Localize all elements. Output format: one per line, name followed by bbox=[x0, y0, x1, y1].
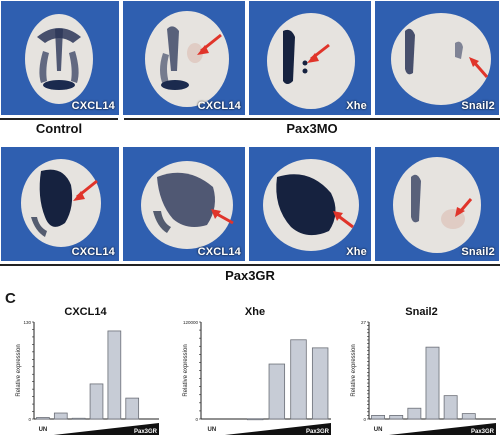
group-rule-control bbox=[0, 118, 118, 120]
tile-label: Xhe bbox=[346, 100, 367, 112]
embryo-pax3mo-cxcl14-illustration bbox=[123, 1, 245, 115]
embryo-control-cxcl14-illustration bbox=[1, 1, 119, 115]
x-label-un: UN bbox=[207, 427, 216, 433]
embryo-pax3gr-xhe-illustration bbox=[249, 147, 371, 261]
chart-cxcl14: CXCL14 0 130 Relative expression UN Pax3GR bbox=[8, 306, 163, 439]
bar bbox=[425, 346, 440, 420]
bar bbox=[53, 412, 68, 420]
tile-label: Snail2 bbox=[461, 246, 495, 258]
bar bbox=[461, 413, 476, 420]
y-tick-label: 0 bbox=[28, 417, 31, 422]
embryo-pax3gr-snail2-illustration bbox=[375, 147, 499, 261]
ramp-label: Pax3GR bbox=[471, 429, 495, 435]
y-axis-label: Relative expression bbox=[351, 344, 357, 396]
embryo-pax3mo-snail2-illustration bbox=[375, 1, 499, 115]
tile-label: CXCL14 bbox=[71, 100, 115, 112]
y-axis-label: Relative expression bbox=[183, 344, 189, 396]
panel-c-letter: C bbox=[5, 290, 16, 307]
panel-a-image-3: Xhe bbox=[248, 0, 372, 116]
chart-snail2-plot: 0 27 Relative expression UN Pax3GR bbox=[351, 320, 496, 435]
y-tick-label: 120000 bbox=[183, 320, 199, 325]
chart-cxcl14-plot: 0 130 Relative expression UN Pax3GR bbox=[16, 320, 160, 435]
y-tick-label: 27 bbox=[361, 320, 367, 325]
bar bbox=[443, 395, 458, 420]
group-rule-pax3gr bbox=[0, 264, 500, 266]
dose-ramp bbox=[388, 423, 496, 435]
tile-label: CXCL14 bbox=[197, 100, 241, 112]
group-rule-pax3mo bbox=[124, 118, 500, 120]
group-label-pax3gr: Pax3GR bbox=[225, 268, 275, 283]
bar bbox=[89, 383, 104, 420]
x-label-un: UN bbox=[39, 427, 48, 433]
tile-label: Snail2 bbox=[461, 100, 495, 112]
panel-b-image-1: CXCL14 bbox=[0, 146, 120, 262]
panel-a-image-4: Snail2 bbox=[374, 0, 500, 116]
panel-b-image-3: Xhe bbox=[248, 146, 372, 262]
ramp-label: Pax3GR bbox=[134, 429, 158, 435]
chart-xhe: Xhe 0 120000 Relative expression UN Pax3GR bbox=[175, 306, 335, 439]
tile-label: Xhe bbox=[346, 246, 367, 258]
chart-snail2: Snail2 0 27 Relative expression UN Pax3GR bbox=[343, 306, 500, 439]
bar bbox=[125, 397, 140, 420]
bar bbox=[371, 415, 386, 420]
embryo-pax3gr-cxcl14-illustration bbox=[1, 147, 119, 261]
embryo-pax3gr-cxcl14-2-illustration bbox=[123, 147, 245, 261]
tile-label: CXCL14 bbox=[197, 246, 241, 258]
bar bbox=[311, 347, 329, 420]
ramp-label: Pax3GR bbox=[306, 429, 330, 435]
x-label-un: UN bbox=[374, 427, 383, 433]
group-label-control: Control bbox=[35, 121, 83, 136]
chart-title: Snail2 bbox=[405, 306, 438, 318]
chart-title: CXCL14 bbox=[64, 306, 107, 318]
panel-a-image-1: CXCL14 bbox=[0, 0, 120, 116]
y-tick-label: 130 bbox=[23, 320, 31, 325]
group-label-pax3mo: Pax3MO bbox=[286, 121, 338, 136]
tile-label: CXCL14 bbox=[71, 246, 115, 258]
bar bbox=[71, 417, 86, 420]
chart-title: Xhe bbox=[244, 306, 266, 318]
bar bbox=[36, 417, 50, 420]
y-tick-label: 0 bbox=[363, 417, 366, 422]
y-tick-label: 0 bbox=[195, 417, 198, 422]
y-axis-label: Relative expression bbox=[16, 344, 22, 396]
embryo-pax3mo-xhe-illustration bbox=[249, 1, 371, 115]
bar bbox=[268, 363, 286, 420]
bar bbox=[407, 407, 422, 420]
panel-b-image-4: Snail2 bbox=[374, 146, 500, 262]
panel-a-image-2: CXCL14 bbox=[122, 0, 246, 116]
bar bbox=[246, 418, 264, 421]
bar bbox=[107, 330, 122, 420]
panel-b-image-2: CXCL14 bbox=[122, 146, 246, 262]
bar bbox=[389, 415, 404, 420]
chart-xhe-plot: 0 120000 Relative expression UN Pax3GR bbox=[183, 320, 331, 435]
dose-ramp bbox=[53, 423, 160, 435]
bar bbox=[290, 339, 307, 420]
